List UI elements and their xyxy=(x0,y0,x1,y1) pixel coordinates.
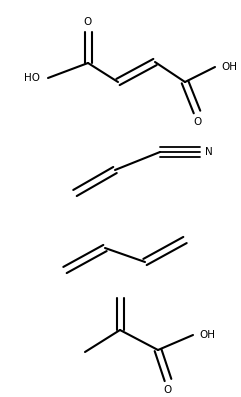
Text: OH: OH xyxy=(221,62,237,72)
Text: O: O xyxy=(84,17,92,27)
Text: O: O xyxy=(193,117,201,127)
Text: N: N xyxy=(205,147,213,157)
Text: O: O xyxy=(164,385,172,395)
Text: HO: HO xyxy=(24,73,40,83)
Text: OH: OH xyxy=(199,330,215,340)
